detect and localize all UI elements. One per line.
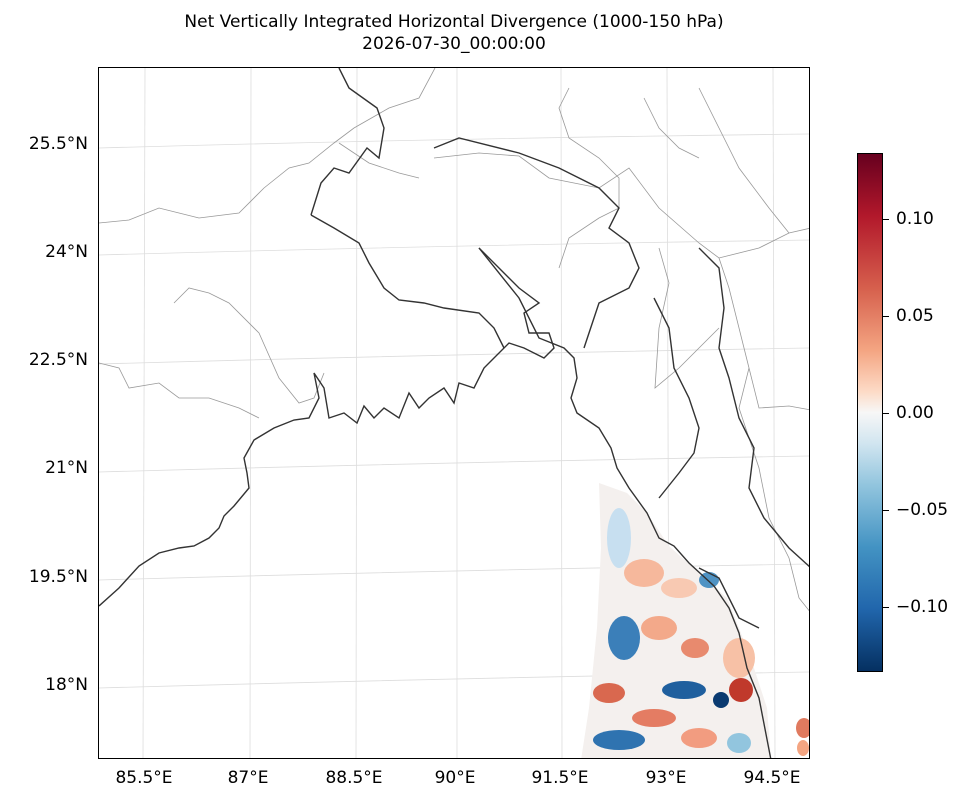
map-timestamp: 2026-07-30_00:00:00 [362, 34, 546, 54]
lon-label: 90°E [434, 768, 476, 788]
colorbar-label: 0.05 [896, 306, 934, 326]
divergence-field [581, 483, 809, 758]
colorbar-tick [883, 510, 889, 512]
colorbar-label: −0.05 [896, 500, 949, 520]
graticule [99, 68, 809, 758]
lon-label: 87°E [227, 768, 269, 788]
map-panel [98, 67, 810, 759]
lat-label: 22.5°N [28, 350, 88, 370]
lat-label: 21°N [45, 458, 88, 478]
colorbar-label: 0.10 [896, 209, 934, 229]
lon-label: 91.5°E [531, 768, 589, 788]
lon-label: 85.5°E [115, 768, 173, 788]
colorbar [857, 153, 883, 672]
colorbar-tick [883, 413, 889, 415]
lat-label: 25.5°N [28, 134, 88, 154]
lat-label: 19.5°N [28, 567, 88, 587]
map-title: Net Vertically Integrated Horizontal Div… [184, 12, 724, 32]
lat-label: 18°N [45, 675, 88, 695]
colorbar-tick [883, 316, 889, 318]
lon-label: 94.5°E [743, 768, 801, 788]
admin-borders [99, 68, 809, 612]
map-svg [99, 68, 809, 758]
lat-label: 24°N [45, 242, 88, 262]
colorbar-label: 0.00 [896, 403, 934, 423]
colorbar-tick [883, 607, 889, 609]
lon-label: 93°E [645, 768, 687, 788]
coastlines [99, 68, 809, 758]
colorbar-tick [883, 219, 889, 221]
colorbar-label: −0.10 [896, 597, 949, 617]
lon-label: 88.5°E [325, 768, 383, 788]
